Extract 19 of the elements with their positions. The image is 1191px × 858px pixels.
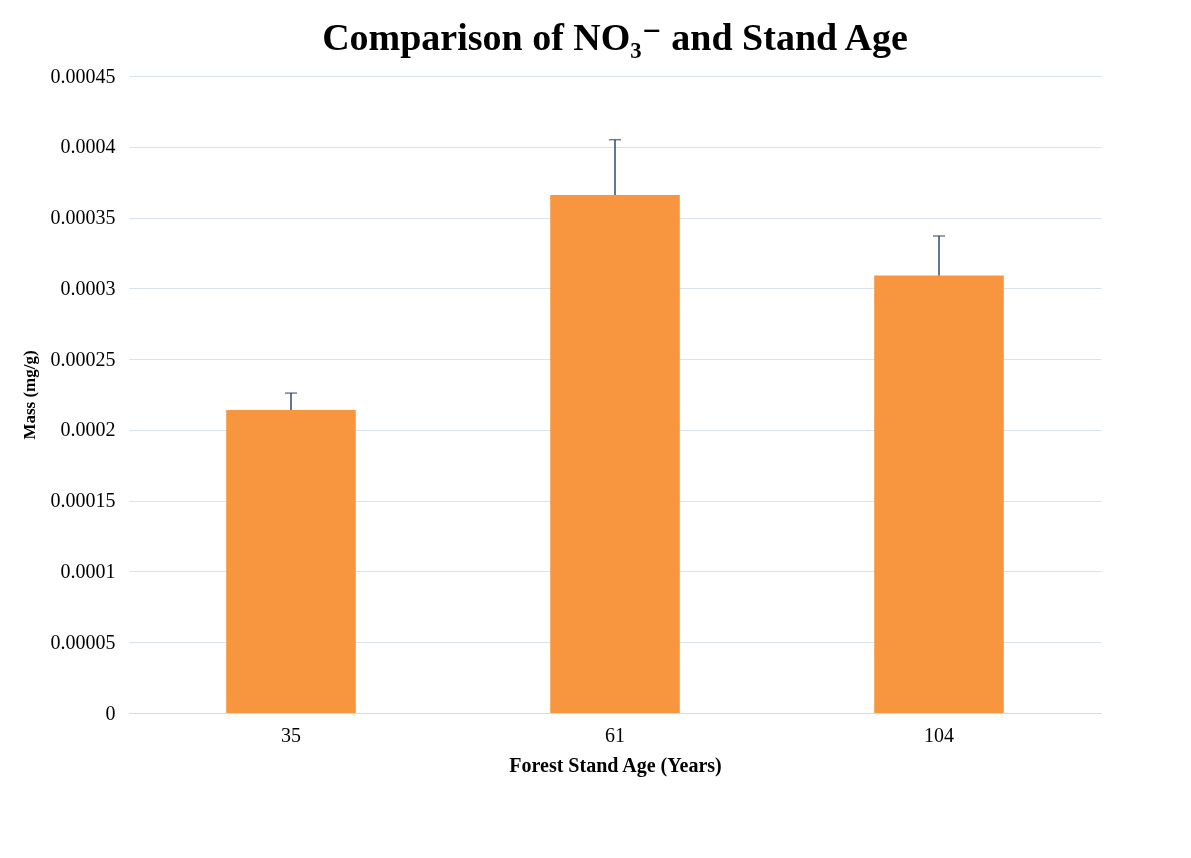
x-tick-label: 104 [924,723,954,746]
chart-title: Comparison of NO₃⁻ and Stand Age [322,16,908,58]
y-tick-label: 0.00015 [50,489,116,512]
y-tick-label: 0.0001 [60,559,116,582]
y-tick-label: 0.00045 [50,64,116,87]
y-tick-label: 0.0002 [60,418,116,441]
y-tick-label: 0.00035 [50,206,116,229]
y-tick-label: 0.00025 [50,347,116,370]
x-tick-label: 61 [605,723,625,746]
bar [550,194,680,713]
bar [874,275,1004,713]
y-tick-label: 0.0003 [60,276,116,299]
x-axis-title: Forest Stand Age (Years) [509,753,722,777]
bar [226,410,356,713]
x-tick-label: 35 [281,723,301,746]
y-axis-title: Mass (mg/g) [19,350,39,440]
y-tick-label: 0 [105,701,116,724]
y-tick-label: 0.00005 [50,630,116,653]
y-tick-label: 0.0004 [60,135,116,158]
